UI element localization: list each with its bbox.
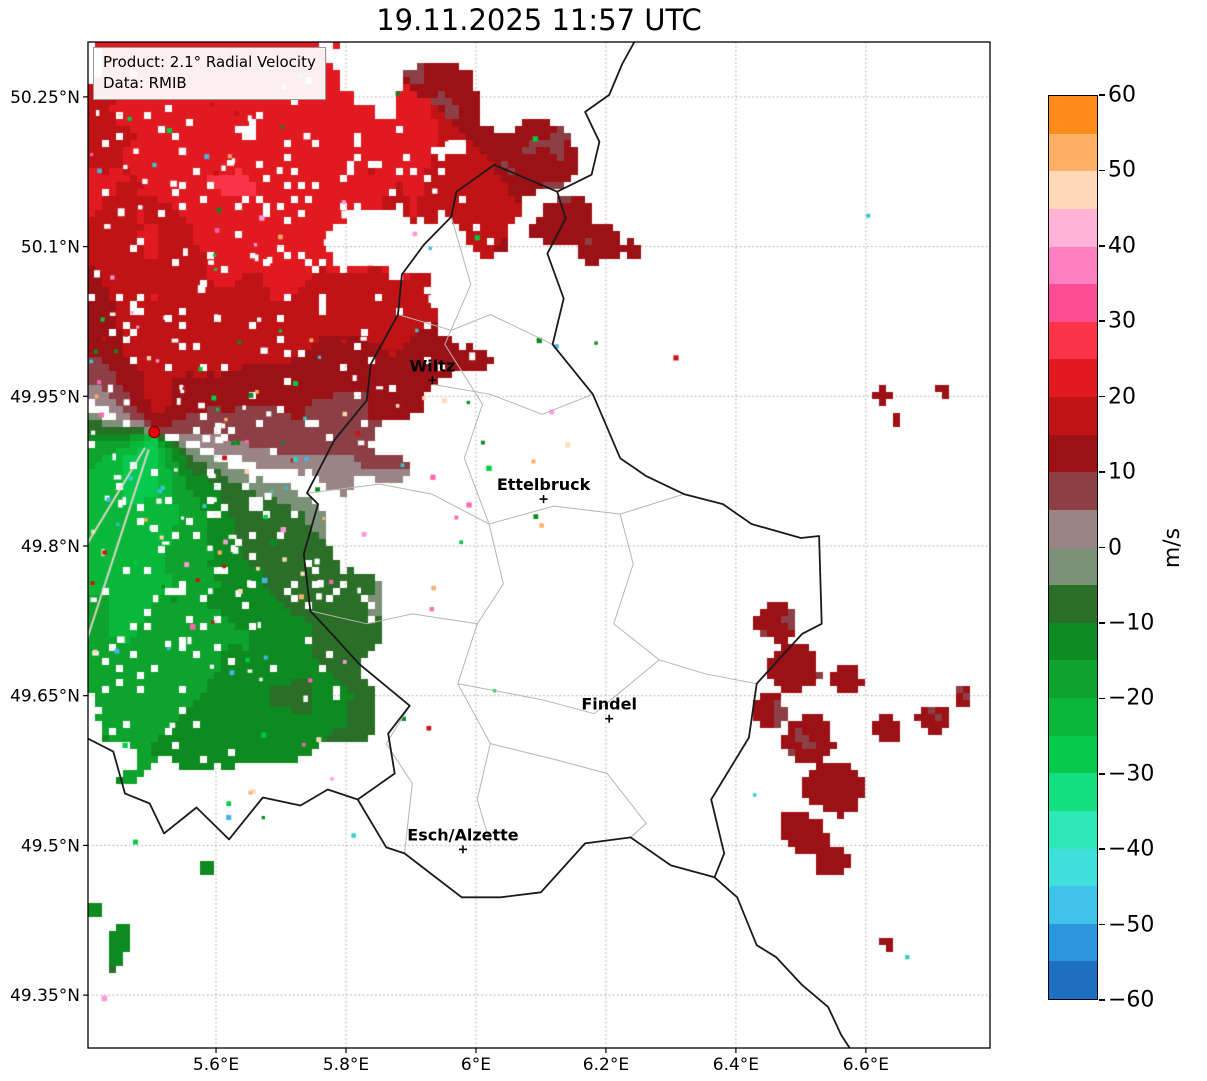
colorbar-tick <box>1099 471 1105 473</box>
colorbar-tick-label: 60 <box>1108 82 1136 108</box>
y-tick-label: 50.25°N <box>10 88 80 108</box>
colorbar-tick-label: 50 <box>1108 157 1136 183</box>
y-tick-label: 49.5°N <box>21 836 80 856</box>
colorbar-units-label: m/s <box>1160 527 1185 569</box>
colorbar-band <box>1049 171 1097 209</box>
y-tick-label: 49.95°N <box>10 387 80 407</box>
colorbar-band <box>1049 246 1097 285</box>
colorbar-tick-label: −40 <box>1108 836 1155 862</box>
city-label: Findel <box>581 695 637 714</box>
luxembourg-border <box>302 163 823 899</box>
canton-border <box>310 610 478 625</box>
colorbar-tick <box>1099 999 1105 1001</box>
x-tick-label: 5.6°E <box>193 1055 239 1075</box>
figure-title: 19.11.2025 11:57 UTC <box>376 3 702 37</box>
colorbar-tick-label: 30 <box>1108 308 1136 334</box>
x-tick-label: 6°E <box>461 1055 491 1075</box>
border-layer <box>88 42 851 1048</box>
colorbar-band <box>1049 698 1097 736</box>
colorbar-band <box>1049 547 1097 586</box>
colorbar-tick <box>1099 923 1105 926</box>
colorbar-band <box>1049 735 1097 774</box>
x-tick-label: 6.6°E <box>843 1055 889 1075</box>
canton-border <box>444 216 490 525</box>
x-tick-label: 6.2°E <box>583 1055 629 1075</box>
colorbar-band <box>1049 773 1097 811</box>
national-border <box>556 42 636 193</box>
city-annotation: Esch/Alzette <box>407 825 519 854</box>
colorbar-tick-label: −20 <box>1108 685 1155 711</box>
canton-border <box>490 743 647 838</box>
colorbar-band <box>1049 434 1097 473</box>
canton-border <box>613 513 757 685</box>
canton-border <box>457 659 660 715</box>
colorbar-band <box>1049 585 1097 623</box>
city-label: Esch/Alzette <box>407 825 519 844</box>
colorbar-band <box>1049 923 1097 962</box>
city-annotation: Findel <box>581 695 637 723</box>
plot-frame <box>87 41 991 1049</box>
y-tick-label: 49.8°N <box>21 537 80 557</box>
colorbar-band <box>1049 886 1097 924</box>
canton-border <box>431 383 594 415</box>
x-tick-label: 6.4°E <box>713 1055 759 1075</box>
colorbar-tick <box>1099 169 1105 172</box>
colorbar-tick-label: 40 <box>1108 233 1136 259</box>
colorbar-tick <box>1099 772 1105 775</box>
colorbar-tick <box>1099 94 1105 96</box>
colorbar-tick-label: −60 <box>1108 987 1155 1013</box>
canton-border <box>385 705 413 854</box>
colorbar-band <box>1049 397 1097 435</box>
colorbar-band <box>1049 961 1097 999</box>
colorbar-tick-label: −30 <box>1108 761 1155 787</box>
colorbar-band <box>1049 96 1097 134</box>
city-annotation: Ettelbruck <box>497 475 591 504</box>
national-border <box>88 737 358 841</box>
colorbar-band <box>1049 359 1097 397</box>
colorbar-band <box>1049 810 1097 849</box>
colorbar-band <box>1049 284 1097 322</box>
colorbar-tick-label: −10 <box>1108 610 1155 636</box>
colorbar-tick <box>1099 697 1105 700</box>
colorbar-band <box>1049 472 1097 510</box>
radar-site-marker <box>148 426 161 439</box>
colorbar <box>1048 95 1098 1000</box>
city-label: Wiltz <box>410 356 456 375</box>
x-tick-label: 5.8°E <box>323 1055 369 1075</box>
colorbar-tick-label: 20 <box>1108 384 1136 410</box>
data-source-label: Data: RMIB <box>103 74 187 93</box>
colorbar-band <box>1049 133 1097 172</box>
colorbar-tick-label: −50 <box>1108 912 1155 938</box>
canton-border <box>306 483 685 525</box>
canton-border <box>397 313 553 345</box>
colorbar-band <box>1049 509 1097 548</box>
colorbar-tick-label: 0 <box>1108 535 1122 560</box>
colorbar-band <box>1049 660 1097 698</box>
colorbar-tick <box>1099 848 1105 850</box>
colorbar-tick <box>1099 395 1105 398</box>
product-label: Product: 2.1° Radial Velocity <box>103 53 316 71</box>
national-border <box>713 876 851 1048</box>
colorbar-band <box>1049 622 1097 661</box>
y-tick-label: 50.1°N <box>21 238 80 258</box>
colorbar-tick-label: 10 <box>1108 459 1136 485</box>
colorbar-tick <box>1099 622 1105 624</box>
y-tick-label: 49.65°N <box>10 687 80 707</box>
radar-velocity-field-canvas <box>88 42 990 1048</box>
colorbar-tick <box>1099 320 1105 323</box>
colorbar-tick <box>1099 245 1105 247</box>
city-label: Ettelbruck <box>497 475 591 494</box>
colorbar-band <box>1049 321 1097 360</box>
colorbar-tick <box>1099 546 1105 549</box>
y-tick-label: 49.35°N <box>10 986 80 1006</box>
colorbar-band <box>1049 848 1097 887</box>
canton-border <box>457 523 504 844</box>
city-annotation: Wiltz <box>410 356 456 385</box>
colorbar-band <box>1049 208 1097 247</box>
product-info-box: Product: 2.1° Radial Velocity Data: RMIB <box>93 47 326 100</box>
